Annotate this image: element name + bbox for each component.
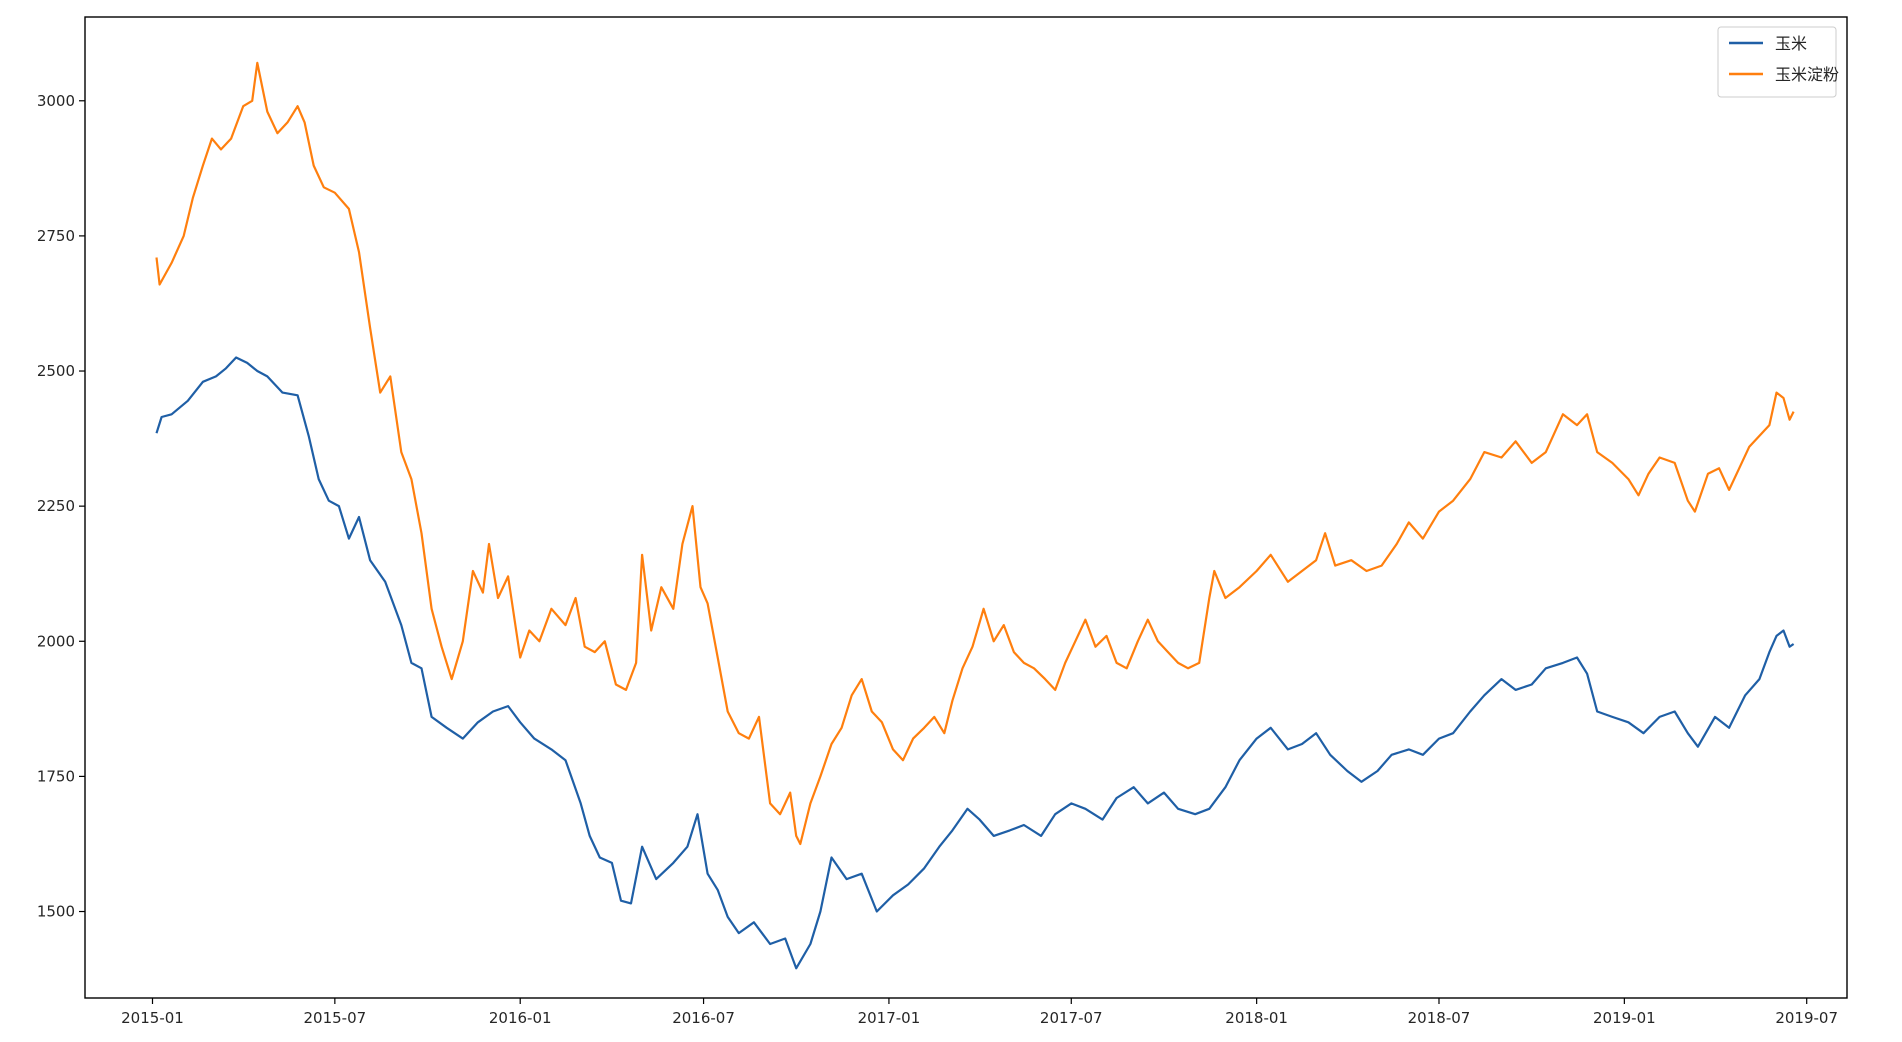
- x-tick-label: 2015-07: [303, 1009, 366, 1027]
- y-axis: 1500 1750 2000 2250 2500 2750 3000: [37, 92, 85, 921]
- x-tick-label: 2016-07: [672, 1009, 735, 1027]
- y-tick-label: 1750: [37, 767, 75, 785]
- y-tick-label: 2500: [37, 362, 75, 380]
- y-tick-label: 1500: [37, 903, 75, 921]
- x-tick-label: 2015-01: [121, 1009, 184, 1027]
- y-tick-label: 3000: [37, 92, 75, 110]
- series-layer: [155, 61, 1795, 970]
- series-line-corn: [155, 356, 1795, 970]
- legend: 玉米 玉米淀粉: [1717, 26, 1839, 98]
- legend-label-corn-starch: 玉米淀粉: [1775, 65, 1839, 84]
- x-tick-label: 2018-01: [1225, 1009, 1288, 1027]
- y-tick-label: 2750: [37, 227, 75, 245]
- plot-frame: [84, 16, 1848, 999]
- x-tick-label: 2017-01: [858, 1009, 921, 1027]
- series-line-corn-starch: [155, 61, 1795, 846]
- x-tick-label: 2016-01: [489, 1009, 552, 1027]
- legend-box: [1717, 26, 1837, 98]
- y-tick-label: 2250: [37, 497, 75, 515]
- x-tick-label: 2018-07: [1408, 1009, 1471, 1027]
- x-tick-label: 2019-01: [1593, 1009, 1656, 1027]
- x-tick-label: 2019-07: [1775, 1009, 1838, 1027]
- x-tick-label: 2017-07: [1040, 1009, 1103, 1027]
- plot-area: [85, 17, 1847, 998]
- y-tick-label: 2000: [37, 632, 75, 650]
- x-axis: 2015-01 2015-07 2016-01 2016-07 2017-01 2017-…: [121, 998, 1838, 1027]
- legend-label-corn: 玉米: [1775, 34, 1807, 53]
